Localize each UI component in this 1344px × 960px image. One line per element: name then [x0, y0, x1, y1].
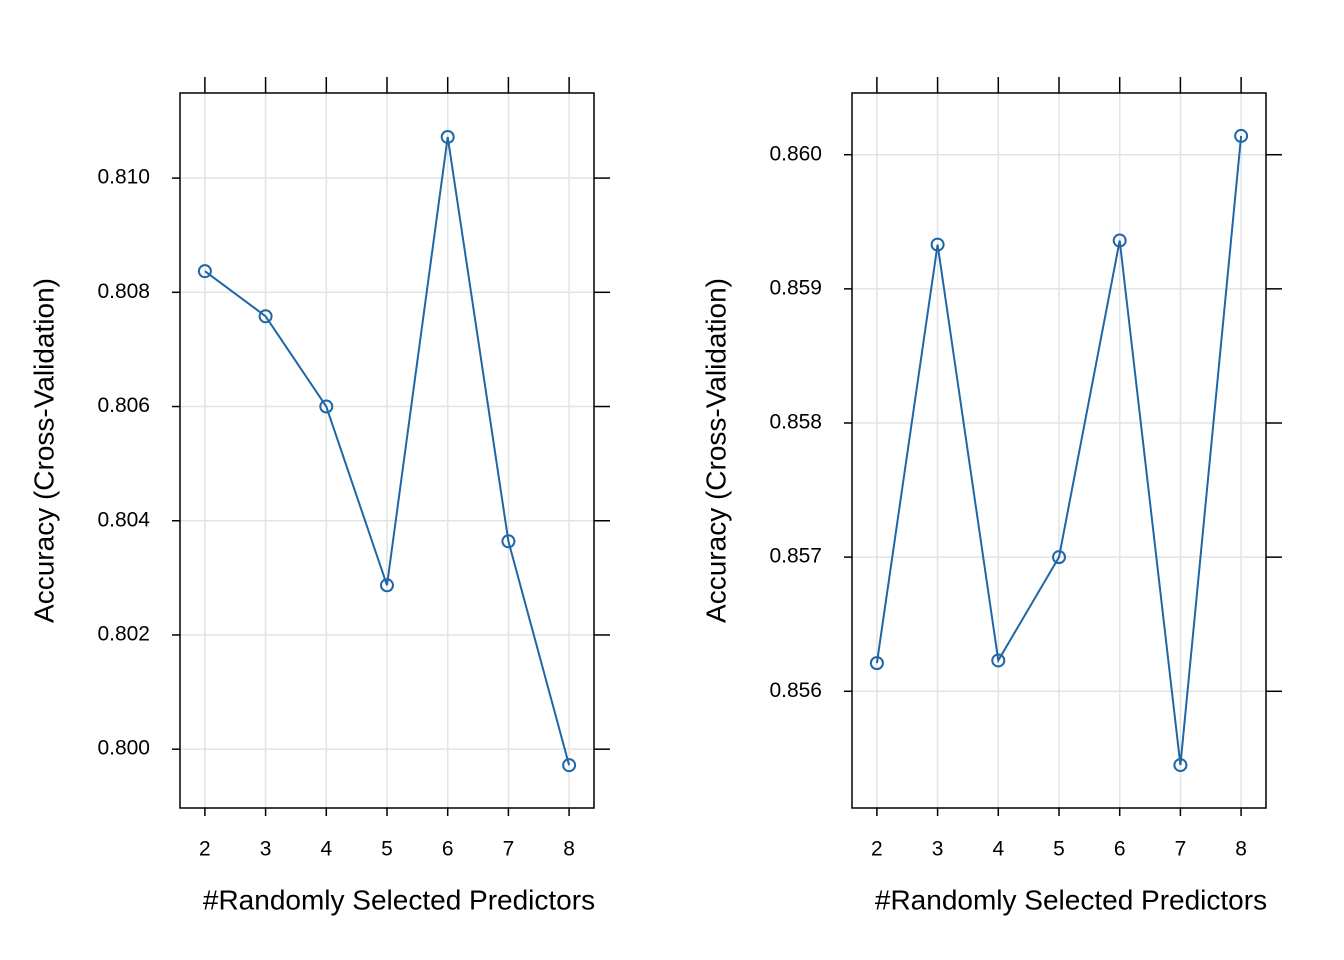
x-tick-label: 7: [1175, 838, 1187, 861]
x-tick-label: 6: [1114, 838, 1126, 861]
x-tick-label: 4: [992, 838, 1004, 861]
x-tick-label: 8: [1235, 838, 1247, 861]
panel: 2 3 4 5 6 7 8 0.800 0.802 0.804 0.806 0.808 0.810 #Ra…: [28, 77, 610, 915]
point: [930, 237, 945, 252]
point: [869, 656, 884, 671]
plot-frame: [851, 92, 1267, 809]
line: [204, 136, 571, 766]
y-tick-label: 0.810: [97, 166, 150, 189]
point: [1173, 758, 1188, 773]
x-axis-label: #Randomly Selected Predictors: [875, 884, 1267, 915]
point: [562, 758, 577, 773]
x-tick-label: 5: [1053, 838, 1065, 861]
line: [875, 135, 1243, 766]
y-tick-label: 0.856: [769, 679, 822, 702]
point: [319, 399, 334, 414]
x-tick-label: 2: [871, 838, 883, 861]
y-tick-label: 0.800: [97, 737, 150, 760]
y-tick-label: 0.808: [97, 280, 150, 303]
x-axis-label: #Randomly Selected Predictors: [203, 884, 595, 915]
y-tick-label: 0.802: [97, 623, 150, 646]
x-tick-label: 7: [503, 838, 515, 861]
x-tick-label: 3: [932, 838, 944, 861]
x-tick-label: 8: [563, 838, 575, 861]
panel: 2 3 4 5 6 7 8 0.856 0.857 0.858 0.859 0.860 #Randoml…: [700, 77, 1282, 915]
point: [1112, 233, 1127, 248]
y-tick-label: 0.859: [769, 276, 822, 299]
point: [258, 309, 273, 324]
x-tick-label: 3: [260, 838, 272, 861]
y-tick-label: 0.806: [97, 394, 150, 417]
y-tick-label: 0.860: [769, 142, 822, 165]
point: [380, 578, 394, 593]
point: [440, 129, 455, 144]
x-tick-label: 6: [442, 838, 454, 861]
point: [991, 653, 1006, 668]
x-tick-label: 4: [320, 838, 332, 861]
point: [1234, 128, 1249, 143]
point: [1052, 550, 1066, 565]
x-tick-label: 2: [199, 838, 211, 861]
y-tick-label: 0.858: [769, 411, 822, 434]
point: [501, 534, 516, 549]
plot-frame: [179, 92, 595, 809]
y-tick-label: 0.857: [769, 545, 822, 568]
x-tick-label: 5: [381, 838, 393, 861]
y-axis-label: Accuracy (Cross-Validation): [700, 278, 731, 623]
y-tick-label: 0.804: [97, 508, 150, 531]
point: [197, 264, 212, 279]
y-axis-label: Accuracy (Cross-Validation): [28, 278, 59, 623]
